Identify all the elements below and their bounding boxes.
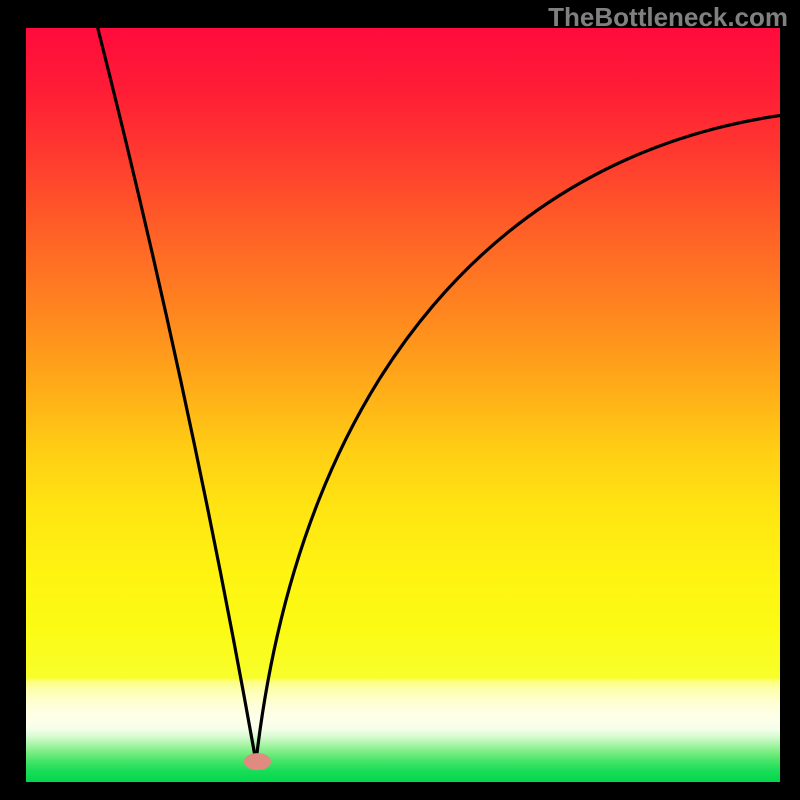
chart-stage: TheBottleneck.com <box>0 0 800 800</box>
plot-area <box>26 28 780 782</box>
chart-svg <box>0 0 800 800</box>
min-marker <box>244 754 270 770</box>
